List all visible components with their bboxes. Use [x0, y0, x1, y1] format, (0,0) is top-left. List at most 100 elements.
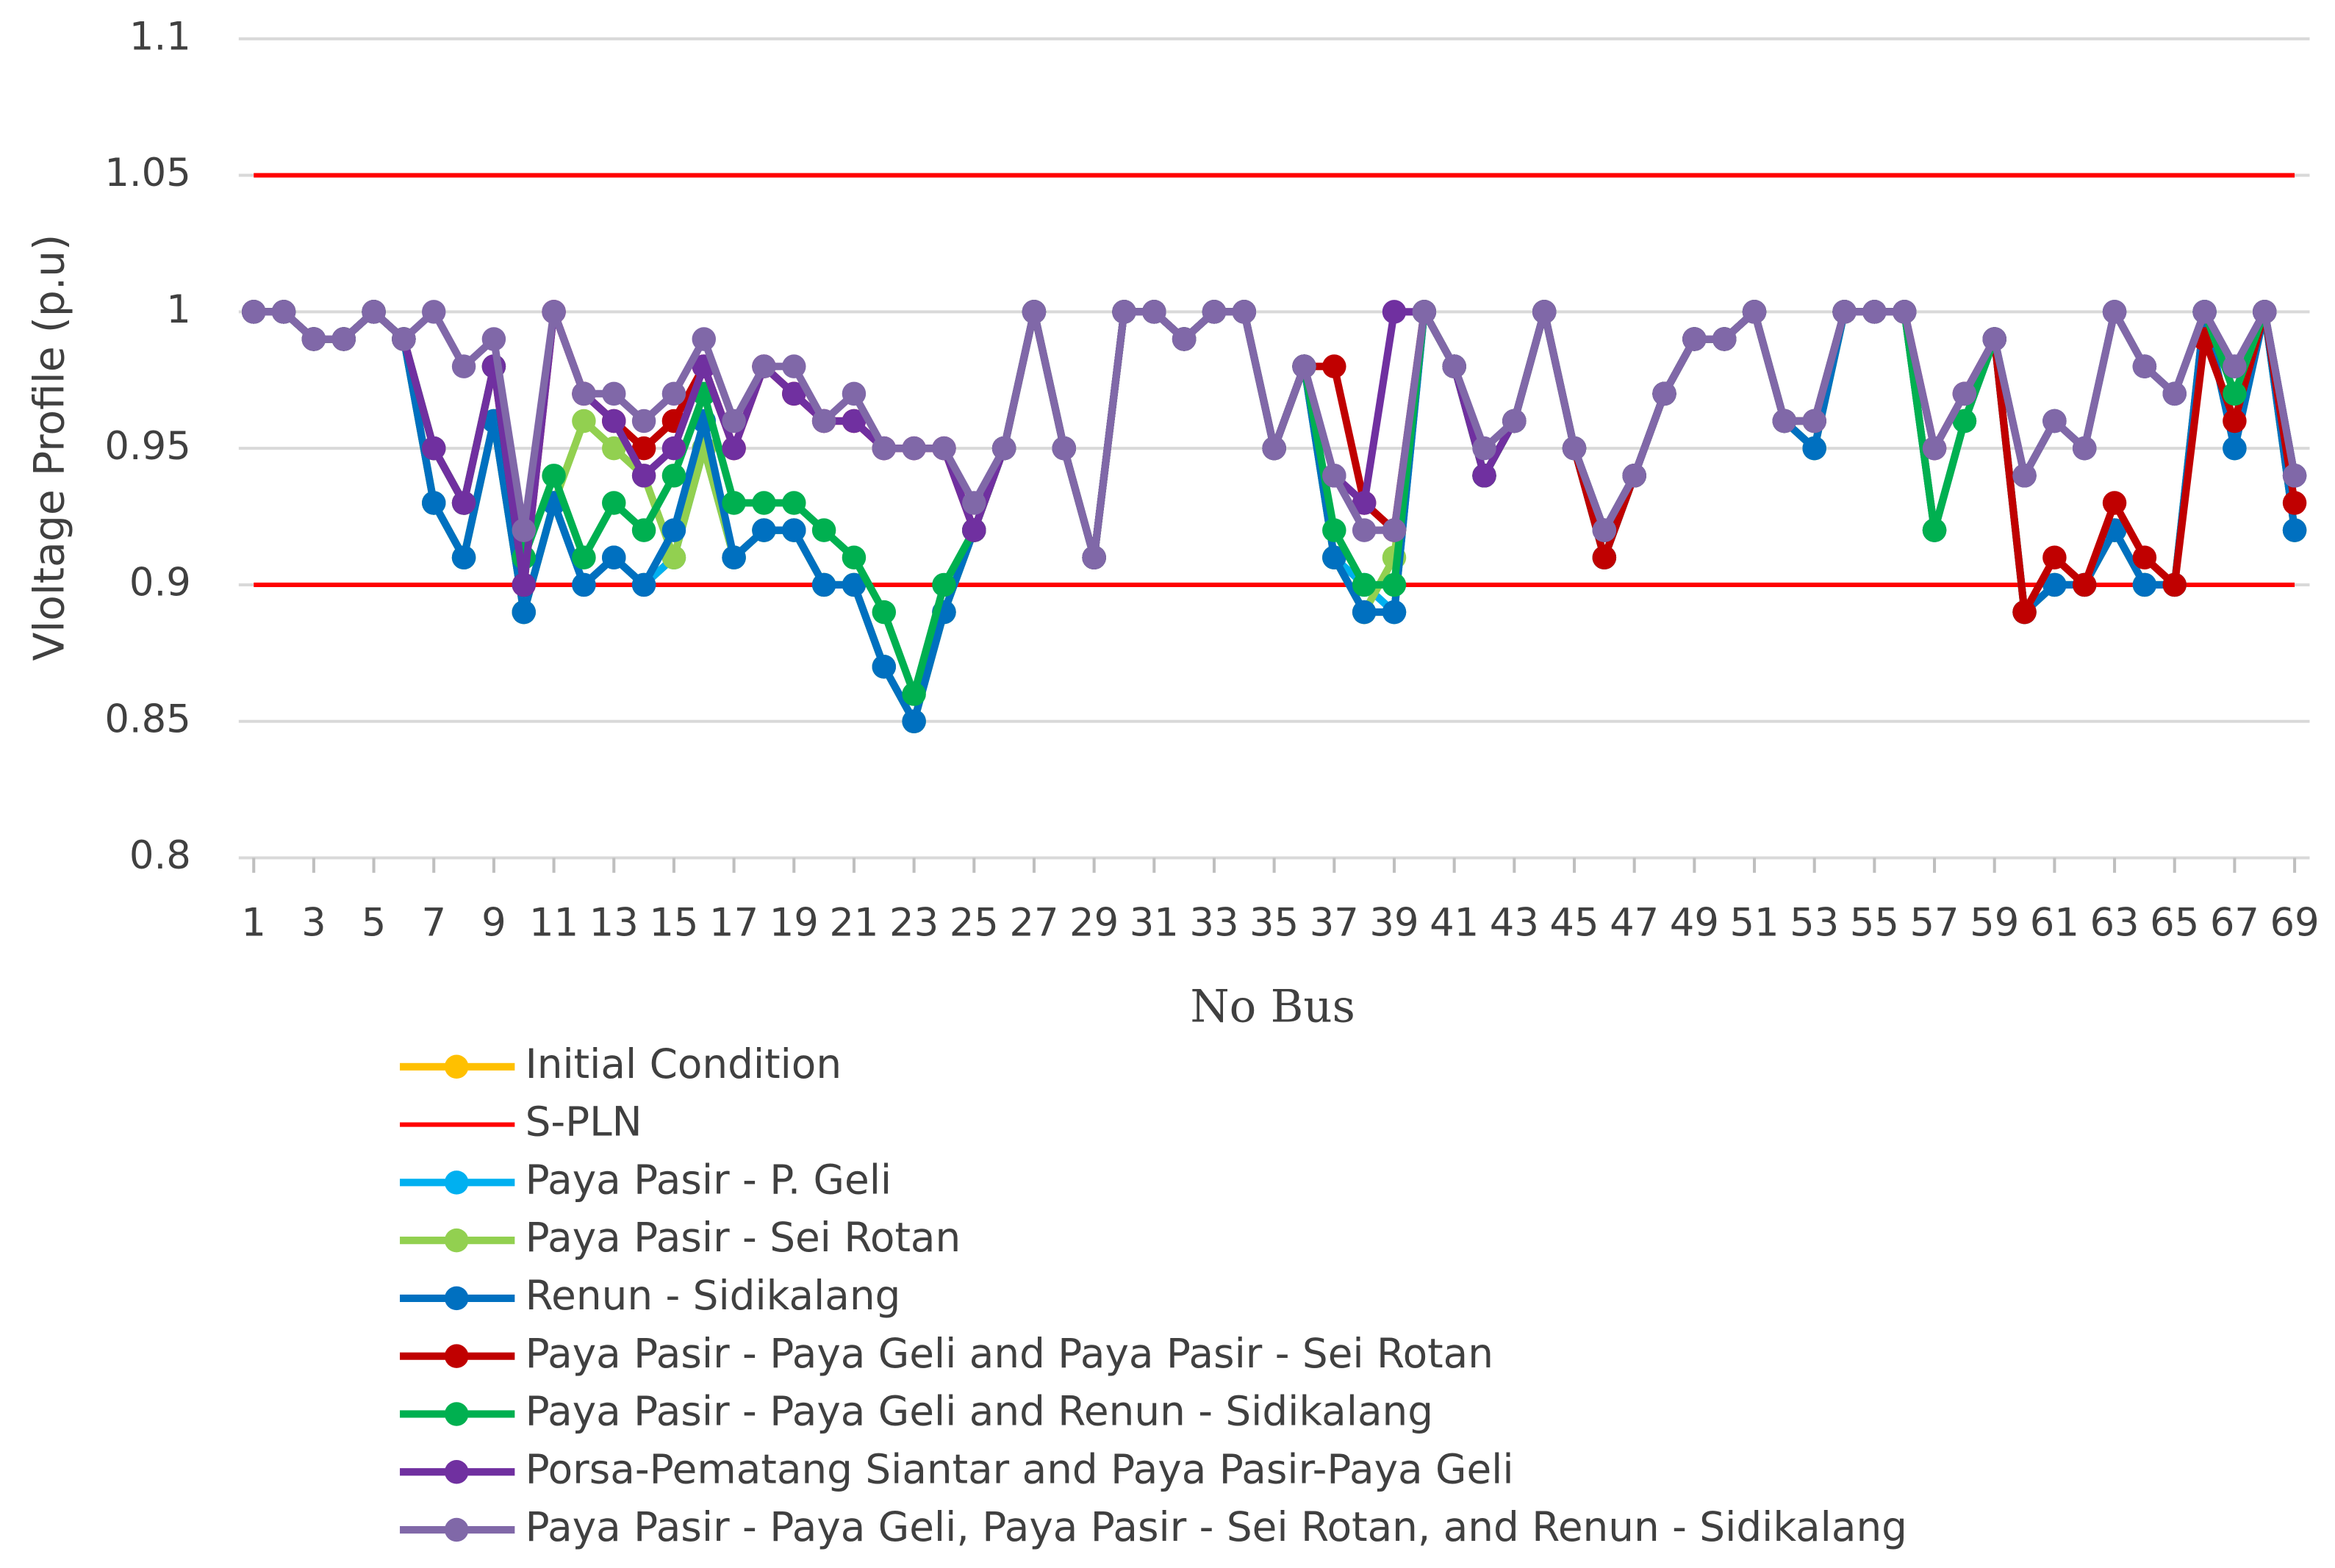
x-tick-label: 13: [589, 901, 639, 946]
point: [782, 491, 806, 515]
point: [1712, 327, 1737, 351]
point: [1322, 354, 1346, 378]
point: [842, 381, 867, 406]
legend-marker: [444, 1054, 469, 1079]
point: [1592, 545, 1617, 570]
point: [2012, 600, 2037, 625]
point: [1952, 381, 1977, 406]
point: [1382, 518, 1407, 542]
series-line: [254, 308, 2299, 725]
point: [782, 518, 806, 542]
point: [1052, 436, 1077, 461]
point: [1202, 300, 1227, 324]
point: [392, 327, 416, 351]
x-tick-label: 17: [709, 901, 758, 946]
point: [1472, 464, 1496, 488]
point: [542, 300, 566, 324]
point: [661, 381, 686, 406]
point: [2282, 491, 2307, 515]
point: [902, 682, 926, 706]
point: [1352, 518, 1377, 542]
x-tick-label: 67: [2210, 901, 2259, 946]
point: [872, 655, 897, 679]
point: [2223, 381, 2247, 406]
point: [1922, 518, 1947, 542]
point: [512, 518, 536, 542]
x-tick-label: 11: [529, 901, 578, 946]
x-tick-label: 9: [481, 901, 506, 946]
x-tick-label: 43: [1490, 901, 1539, 946]
point: [932, 572, 956, 597]
point: [1622, 464, 1646, 488]
point: [2102, 491, 2127, 515]
point: [752, 518, 776, 542]
point: [1862, 300, 1887, 324]
point: [782, 381, 806, 406]
point: [1832, 300, 1857, 324]
point: [661, 436, 686, 461]
point: [842, 409, 867, 434]
point: [1262, 436, 1286, 461]
point: [2072, 436, 2097, 461]
point: [1352, 572, 1377, 597]
legend-marker: [444, 1402, 469, 1426]
point: [1112, 300, 1136, 324]
point: [362, 300, 386, 324]
point: [451, 545, 476, 570]
point: [1412, 300, 1437, 324]
x-axis-title: No Bus: [1190, 981, 1355, 1033]
point: [1802, 409, 1826, 434]
point: [1322, 518, 1346, 542]
point: [1142, 300, 1166, 324]
point: [301, 327, 326, 351]
point: [1562, 436, 1587, 461]
legend-label: Paya Pasir - Paya Geli, Paya Pasir - Sei…: [526, 1503, 1907, 1550]
x-tick-label: 39: [1369, 901, 1418, 946]
x-tick-label: 7: [421, 901, 446, 946]
point: [2132, 545, 2157, 570]
point: [1502, 409, 1527, 434]
y-tick-label: 0.95: [104, 424, 190, 469]
point: [1352, 491, 1377, 515]
legend-label: S-PLN: [526, 1098, 642, 1146]
x-tick-label: 51: [1729, 901, 1779, 946]
point: [2012, 464, 2037, 488]
x-tick-label: 25: [950, 901, 999, 946]
point: [1382, 572, 1407, 597]
point: [2162, 572, 2187, 597]
point: [1772, 409, 1797, 434]
point: [602, 436, 626, 461]
y-tick-label: 0.9: [129, 561, 191, 605]
point: [1682, 327, 1707, 351]
point: [842, 572, 867, 597]
point: [752, 354, 776, 378]
point: [1022, 300, 1047, 324]
point: [1592, 518, 1617, 542]
x-tick-label: 31: [1130, 901, 1179, 946]
point: [2132, 354, 2157, 378]
x-tick-label: 37: [1310, 901, 1359, 946]
point: [1352, 600, 1377, 625]
point: [1472, 436, 1496, 461]
point: [2223, 436, 2247, 461]
y-tick-label: 0.85: [104, 697, 190, 741]
point: [572, 545, 596, 570]
point: [2072, 572, 2097, 597]
point: [2162, 381, 2187, 406]
point: [631, 409, 656, 434]
point: [2223, 354, 2247, 378]
x-tick-label: 33: [1189, 901, 1238, 946]
x-tick-label: 5: [362, 901, 387, 946]
x-tick-label: 57: [1909, 901, 1959, 946]
x-tick-label: 55: [1850, 901, 1899, 946]
point: [1382, 600, 1407, 625]
point: [1952, 409, 1977, 434]
point: [811, 409, 836, 434]
point: [512, 572, 536, 597]
point: [1322, 545, 1346, 570]
point: [1292, 354, 1316, 378]
x-tick-label: 65: [2150, 901, 2199, 946]
x-tick-label: 49: [1670, 901, 1719, 946]
